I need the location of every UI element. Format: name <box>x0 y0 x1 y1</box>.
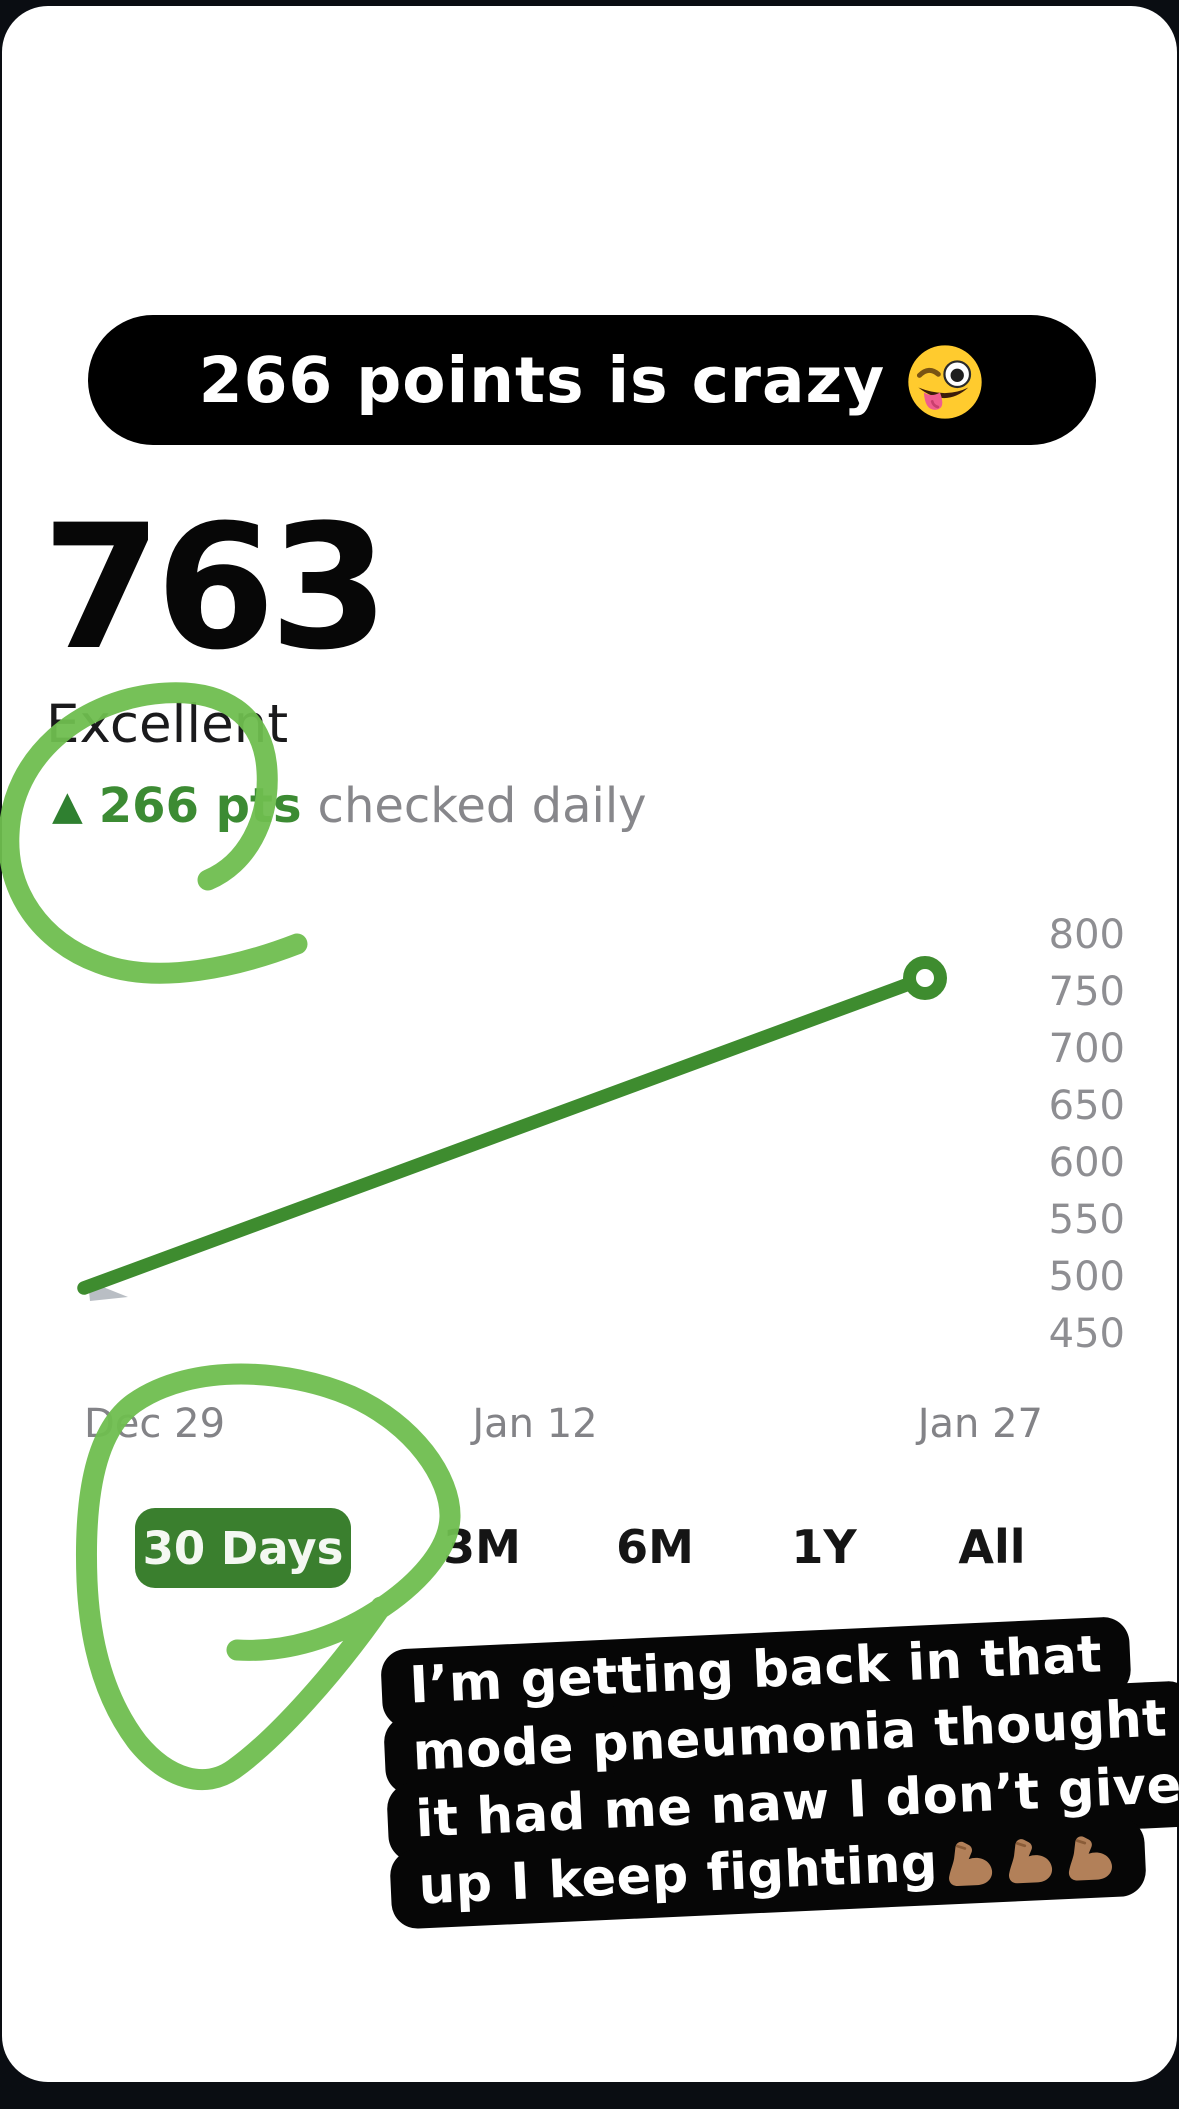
x-tick-end: Jan 27 <box>917 1401 1043 1447</box>
winking-tongue-emoji-icon <box>908 345 982 419</box>
flexed-biceps-emoji-icon <box>949 1841 993 1886</box>
score-trend-line <box>77 978 913 1295</box>
period-all-button[interactable]: All <box>958 1520 1026 1574</box>
footer-line-text: up I keep fighting <box>417 1833 940 1917</box>
credit-score-value: 763 <box>42 487 389 688</box>
flexed-biceps-emoji-icon <box>1009 1838 1053 1883</box>
footer-caption-block: I’m getting back in that mode pneumonia … <box>380 1613 1179 1930</box>
y-tick: 600 <box>1048 1140 1125 1186</box>
y-tick: 750 <box>1048 969 1125 1015</box>
period-6m-button[interactable]: 6M <box>616 1520 694 1574</box>
delta-note: checked daily <box>317 778 647 834</box>
x-tick-start: Dec 29 <box>84 1401 226 1447</box>
y-tick: 450 <box>1048 1311 1125 1357</box>
y-tick: 550 <box>1048 1197 1125 1243</box>
latest-point-marker <box>903 956 947 1000</box>
period-30-days-button[interactable]: 30 Days <box>135 1508 351 1588</box>
period-30-days-label: 30 Days <box>142 1521 344 1575</box>
y-tick: 500 <box>1048 1254 1125 1300</box>
period-1y-button[interactable]: 1Y <box>791 1520 857 1574</box>
x-tick-mid: Jan 12 <box>472 1401 598 1447</box>
flexed-biceps-emoji-icon <box>1069 1835 1113 1881</box>
caption-text: 266 points is crazy <box>198 343 886 417</box>
y-tick: 700 <box>1048 1026 1125 1072</box>
y-tick: 650 <box>1048 1083 1125 1129</box>
y-tick: 800 <box>1048 912 1125 958</box>
period-3m-button[interactable]: 3M <box>443 1520 521 1574</box>
footer-line: up I keep fighting <box>389 1816 1148 1930</box>
caption-pill: 266 points is crazy <box>88 315 1096 445</box>
